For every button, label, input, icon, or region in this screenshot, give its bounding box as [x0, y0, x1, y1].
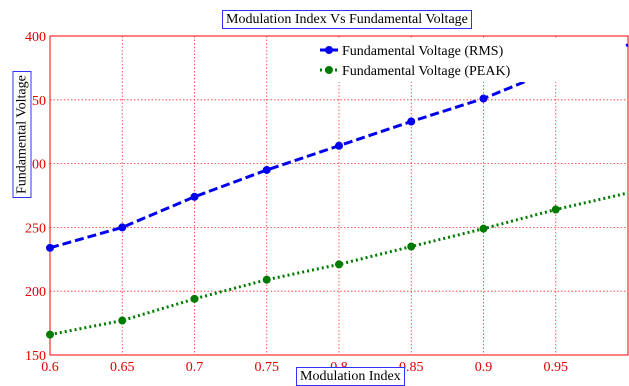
data-point-rms: [262, 165, 271, 174]
x-axis-label: Modulation Index: [296, 367, 405, 386]
legend-box: [316, 38, 624, 82]
y-tick-label: 250: [25, 221, 46, 236]
data-point-peak: [551, 205, 560, 214]
grid: [49, 35, 628, 356]
data-point-peak: [46, 330, 54, 339]
data-point-rms: [335, 141, 343, 150]
series-layer: [46, 43, 629, 339]
data-point-rms: [407, 117, 416, 126]
x-tick-label: 0.65: [110, 360, 135, 375]
data-point-rms: [479, 94, 488, 103]
data-point-peak: [118, 316, 127, 325]
x-tick-label: 0.9: [475, 360, 493, 375]
y-tick-label: 200: [25, 285, 46, 300]
data-point-peak: [262, 275, 271, 284]
plot-area-frame: [49, 35, 629, 356]
y-axis-label: Fundamental Voltage: [12, 71, 32, 198]
x-tick-label: 0.95: [544, 360, 569, 375]
data-point-rms: [46, 243, 54, 252]
data-point-peak: [479, 224, 488, 233]
x-tick-label: 0.6: [41, 360, 59, 375]
x-tick-label: 0.7: [186, 360, 204, 375]
legend: Fundamental Voltage (RMS) Fundamental Vo…: [316, 38, 624, 82]
chart-title: Modulation Index Vs Fundamental Voltage: [222, 10, 472, 29]
data-point-peak: [335, 260, 343, 269]
legend-label-peak: Fundamental Voltage (PEAK): [342, 64, 511, 79]
data-point-rms: [118, 223, 127, 232]
data-point-rms: [190, 192, 199, 201]
legend-marker-rms: [325, 46, 333, 54]
data-point-peak: [407, 242, 416, 251]
x-tick-label: 0.85: [399, 360, 424, 375]
y-tick-label: 150: [25, 349, 46, 364]
data-point-peak: [190, 294, 199, 303]
series-line-peak: [49, 191, 629, 337]
legend-label-rms: Fundamental Voltage (RMS): [342, 44, 504, 59]
y-tick-label: 400: [25, 30, 46, 45]
x-tick-label: 0.75: [255, 360, 280, 375]
legend-marker-peak: [325, 66, 333, 74]
